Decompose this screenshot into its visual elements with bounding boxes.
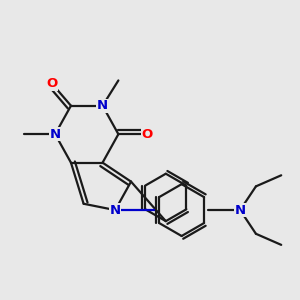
Text: N: N bbox=[97, 99, 108, 112]
Text: N: N bbox=[235, 204, 246, 217]
Text: O: O bbox=[46, 77, 58, 90]
Text: N: N bbox=[110, 204, 121, 217]
Text: O: O bbox=[141, 128, 152, 141]
Text: N: N bbox=[50, 128, 61, 141]
